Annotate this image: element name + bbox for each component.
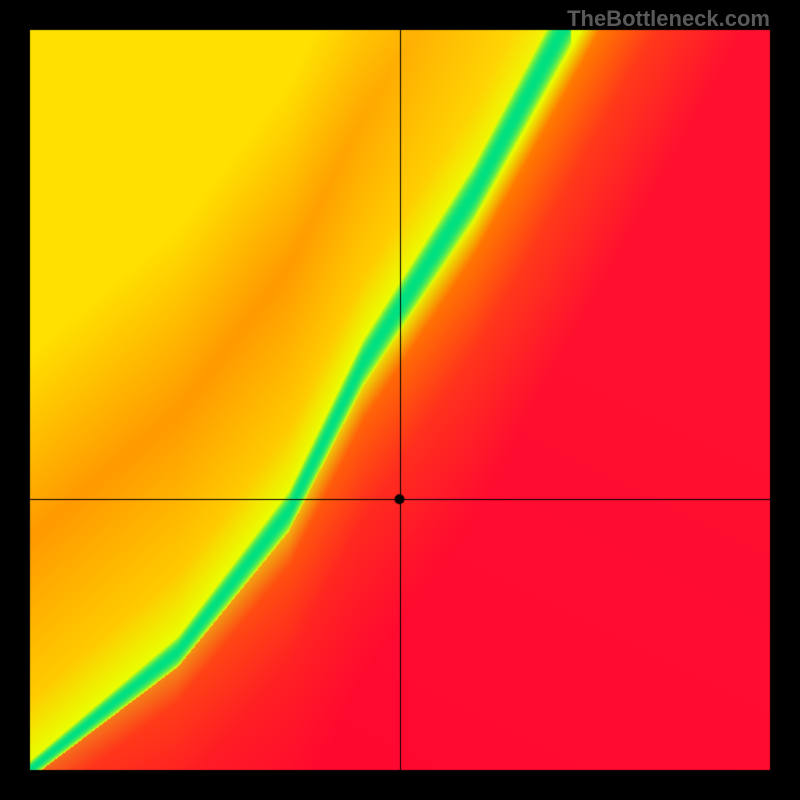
chart-container: TheBottleneck.com	[0, 0, 800, 800]
watermark-label: TheBottleneck.com	[567, 6, 770, 32]
bottleneck-heatmap	[0, 0, 800, 800]
